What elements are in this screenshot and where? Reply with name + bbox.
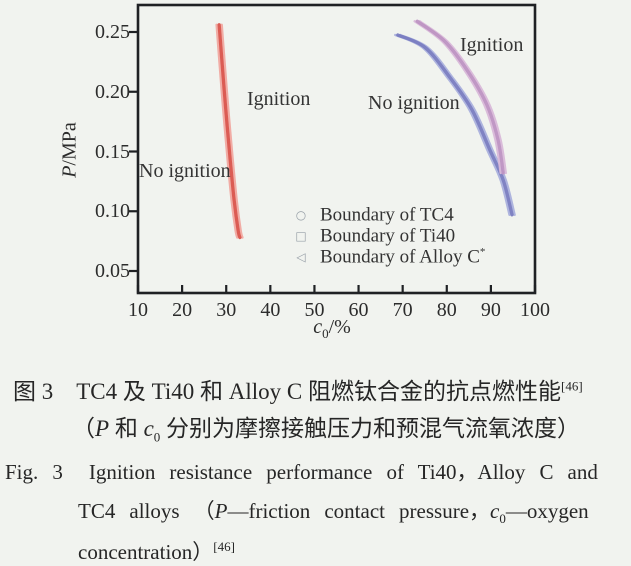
x-axis-label: c0/% [313,316,351,342]
caption-english-line3: concentration）[46] [78,536,235,566]
annotation-ignition-right: Ignition [460,34,524,56]
caption-cn2-symbol-c: c [143,416,154,441]
boundary-curve-series-2 [415,19,505,175]
annotation-no-ignition-left: No ignition [139,160,231,182]
legend-item-tc4: ○ Boundary of TC4 [288,205,485,226]
chart-legend: ○ Boundary of TC4 □ Boundary of Ti40 ◁ B… [288,205,485,268]
boundary-curve-series-1 [396,33,514,217]
boundary-curve-series-0 [220,23,244,239]
annotation-ignition-left: Ignition [247,88,311,110]
legend-label-text: Boundary of Ti40 [320,225,456,247]
caption-english-line1: Fig. 3 Ignition resistance performance of… [5,456,598,486]
caption-en2-t2: —friction contact pressure， [227,499,491,523]
caption-en1-text: Ignition resistance performance of Ti40，… [88,460,598,484]
x-axis-subscript: 0 [322,326,329,341]
caption-chinese-line1: 图 3 TC4 及 Ti40 和 Alloy C 阻燃钛合金的抗点燃性能[46] [13,372,583,406]
y-tick-label: 0.15 [95,140,130,163]
x-axis-symbol: c [313,316,323,338]
chart-canvas [129,3,537,295]
y-tick-label: 0.20 [95,80,130,103]
boundary-curve-series-1 [399,33,516,216]
x-axis-unit: /% [328,316,351,338]
caption-cn2-subscript: 0 [153,429,161,445]
boundary-curve-series-0 [215,23,239,239]
caption-en2-subscript: 0 [499,511,506,527]
caption-en3-text: concentration） [78,540,214,564]
legend-label-text: Boundary of TC4 [320,204,454,226]
caption-cn2-mid: 和 [109,416,144,441]
caption-en2-t3: —oxygen [505,499,589,523]
x-tick-label: 40 [260,299,281,321]
x-tick-label: 90 [480,299,501,321]
triangle-left-icon: ◁ [296,250,306,264]
legend-item-ti40: □ Boundary of Ti40 [288,226,485,247]
y-tick-label: 0.05 [95,260,130,282]
x-tick-label: 100 [520,299,550,321]
caption-cn2-rest: 分别为摩擦接触压力和预混气流氧浓度） [160,416,581,441]
x-tick-label: 70 [392,299,413,321]
plot-frame [136,3,537,295]
caption-en2-symbol-c: c [490,499,500,523]
legend-item-alloy-c: ◁ Boundary of Alloy C* [288,246,485,268]
caption-en1-fig-number: Fig. 3 [5,460,63,484]
boundary-curve-series-0 [217,23,242,240]
caption-en3-reference: [46] [213,539,235,554]
caption-chinese-line2: （P 和 c0 分别为摩擦接触压力和预混气流氧浓度） [72,409,580,446]
legend-label-text: Boundary of Alloy C [320,246,480,268]
caption-cn1-reference: [46] [561,378,583,394]
caption-english-line2: TC4 alloys （P—friction contact pressure，… [78,495,589,527]
x-tick-label: 10 [128,299,148,321]
x-tick-label: 30 [216,299,237,321]
x-tick-label: 50 [304,299,325,321]
legend-label-ti40: Boundary of Ti40 [320,225,455,247]
legend-label-tc4: Boundary of TC4 [320,204,454,226]
legend-label-sup: * [479,246,486,259]
chart-area: P/MPa c0/% Ignition No ignition No ignit… [58,3,550,342]
caption-en2-t1: TC4 alloys （ [78,499,215,523]
caption-cn2-symbol-p: P [95,416,110,441]
legend-label-alloy-c: Boundary of Alloy C* [320,246,485,268]
x-tick-label: 20 [172,299,193,321]
circle-icon: ○ [295,208,307,222]
caption-cn1-text: 图 3 TC4 及 Ti40 和 Alloy C 阻燃钛合金的抗点燃性能 [13,379,562,404]
y-axis-symbol: P [58,165,81,178]
boundary-curve-series-2 [413,20,502,175]
x-tick-label: 80 [436,299,457,321]
x-tick-label: 60 [348,299,369,321]
y-tick-label: 0.25 [95,21,130,43]
y-tick-label: 0.10 [95,200,130,223]
caption-cn2-open: （ [72,416,95,441]
square-icon: □ [295,229,307,243]
boundary-curve-series-2 [418,20,507,175]
caption-en2-symbol-p: P [214,499,228,523]
annotation-no-ignition-right: No ignition [368,92,460,114]
